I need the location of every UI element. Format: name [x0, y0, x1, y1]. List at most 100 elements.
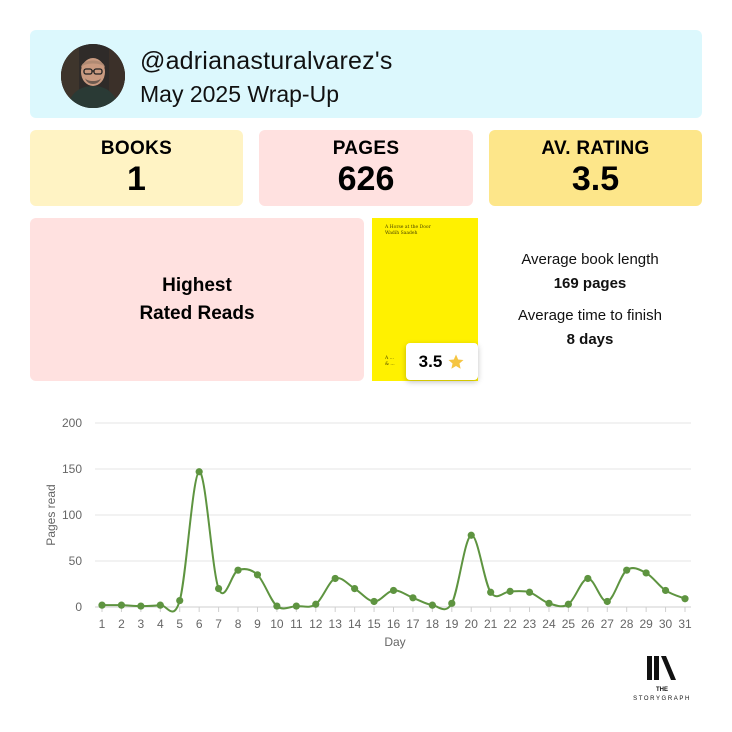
y-tick-label: 50 — [69, 554, 83, 568]
x-tick-label: 11 — [290, 617, 303, 631]
x-tick-label: 9 — [254, 617, 261, 631]
book-rating-value: 3.5 — [418, 351, 443, 371]
data-point — [409, 594, 417, 602]
data-point — [623, 566, 631, 574]
x-tick-labels: 1 2 3 4 5 6 7 8 9 10 11 12 13 14 15 16 17 18 19 20 21 22 23 24 2… — [99, 607, 692, 631]
data-point — [642, 569, 650, 577]
x-tick-label: 7 — [215, 617, 222, 631]
data-point — [292, 602, 300, 610]
books-stat-card: BOOKS 1 — [30, 130, 243, 206]
data-point — [195, 468, 203, 476]
pages-stat-card: PAGES 626 — [259, 130, 473, 206]
x-tick-label: 15 — [367, 617, 381, 631]
data-point — [389, 586, 398, 595]
data-point — [98, 601, 106, 609]
wrap-up-subtitle: May 2025 Wrap-Up — [140, 81, 339, 107]
data-point — [448, 599, 456, 607]
pages-value: 626 — [337, 160, 395, 198]
avatar-portrait-icon — [61, 44, 125, 108]
x-tick-label: 4 — [157, 617, 164, 631]
x-tick-label: 8 — [235, 617, 242, 631]
x-tick-label: 1 — [99, 617, 106, 631]
storygraph-logo-icon: THE STORYGRAPH — [633, 656, 691, 702]
x-tick-label: 29 — [639, 617, 653, 631]
x-axis-title: Day — [384, 635, 405, 649]
y-tick-labels: 0 50 100 150 200 — [62, 416, 82, 614]
data-point — [428, 601, 436, 609]
x-tick-label: 30 — [659, 617, 673, 631]
x-tick-label: 18 — [426, 617, 440, 631]
books-value: 1 — [127, 160, 146, 198]
avg-time-value: 8 days — [566, 331, 614, 348]
data-point — [312, 600, 320, 608]
data-point — [370, 597, 378, 606]
avatar — [61, 44, 125, 108]
x-tick-label: 25 — [562, 617, 576, 631]
book-cover-subtext: A ... & ... — [385, 356, 395, 367]
x-tick-label: 22 — [503, 617, 517, 631]
x-tick-label: 23 — [523, 617, 537, 631]
x-tick-label: 17 — [406, 617, 420, 631]
x-tick-label: 13 — [329, 617, 343, 631]
data-point — [545, 599, 553, 607]
rating-stat-card: AV. RATING 3.5 — [489, 130, 702, 206]
y-axis-title: Pages read — [44, 484, 58, 545]
book-title: A Horse at the Door — [385, 225, 431, 230]
avg-time-label: Average time to finish — [518, 307, 662, 324]
data-point — [234, 566, 242, 574]
book-author: Wadih Saadeh — [385, 231, 418, 236]
data-point — [137, 602, 145, 610]
header-card: @adrianasturalvarez's May 2025 Wrap-Up — [30, 30, 702, 118]
data-point — [525, 588, 534, 596]
data-point — [467, 531, 475, 539]
x-tick-label: 19 — [445, 617, 459, 631]
x-tick-label: 2 — [118, 617, 125, 631]
data-point — [117, 601, 126, 609]
data-point — [273, 602, 281, 610]
x-tick-label: 14 — [348, 617, 362, 631]
x-tick-label: 3 — [138, 617, 145, 631]
rating-value: 3.5 — [571, 160, 620, 198]
data-point — [584, 574, 592, 583]
x-tick-label: 5 — [176, 617, 183, 631]
y-tick-label: 150 — [62, 462, 82, 476]
star-icon — [448, 354, 464, 369]
logo-line1: THE — [656, 687, 668, 693]
avg-length-label: Average book length — [521, 251, 659, 268]
data-point — [156, 601, 164, 609]
books-label: BOOKS — [100, 138, 173, 159]
highest-rated-label: Highest Rated Reads — [139, 274, 255, 324]
data-points — [98, 468, 689, 610]
data-point — [331, 574, 339, 583]
x-tick-label: 24 — [542, 617, 556, 631]
x-tick-label: 12 — [309, 617, 323, 631]
x-tick-label: 21 — [484, 617, 498, 631]
storygraph-logo: THE STORYGRAPH — [618, 654, 708, 704]
x-tick-label: 6 — [196, 617, 203, 631]
y-tick-label: 0 — [75, 600, 82, 614]
data-point — [176, 596, 184, 605]
username: @adrianasturalvarez's — [140, 47, 393, 75]
x-tick-label: 31 — [678, 617, 692, 631]
pages-label: PAGES — [332, 138, 400, 159]
y-tick-label: 100 — [62, 508, 82, 522]
avg-length-value: 169 pages — [553, 275, 627, 292]
book-rating-badge: 3.5 — [406, 343, 478, 380]
data-point — [487, 588, 495, 596]
x-tick-label: 26 — [581, 617, 595, 631]
y-tick-label: 200 — [62, 416, 82, 430]
data-point — [351, 585, 359, 593]
data-point — [681, 595, 689, 603]
logo-line2: STORYGRAPH — [633, 696, 691, 702]
highest-rated-card: Highest Rated Reads — [30, 218, 364, 381]
x-tick-label: 16 — [387, 617, 401, 631]
data-point — [603, 597, 611, 606]
x-tick-label: 20 — [465, 617, 479, 631]
data-point — [661, 586, 670, 595]
data-point — [253, 571, 262, 579]
data-point — [506, 587, 514, 595]
book-cover-title: A Horse at the Door Wadih Saadeh — [385, 225, 431, 237]
x-tick-label: 28 — [620, 617, 634, 631]
x-tick-label: 27 — [601, 617, 615, 631]
